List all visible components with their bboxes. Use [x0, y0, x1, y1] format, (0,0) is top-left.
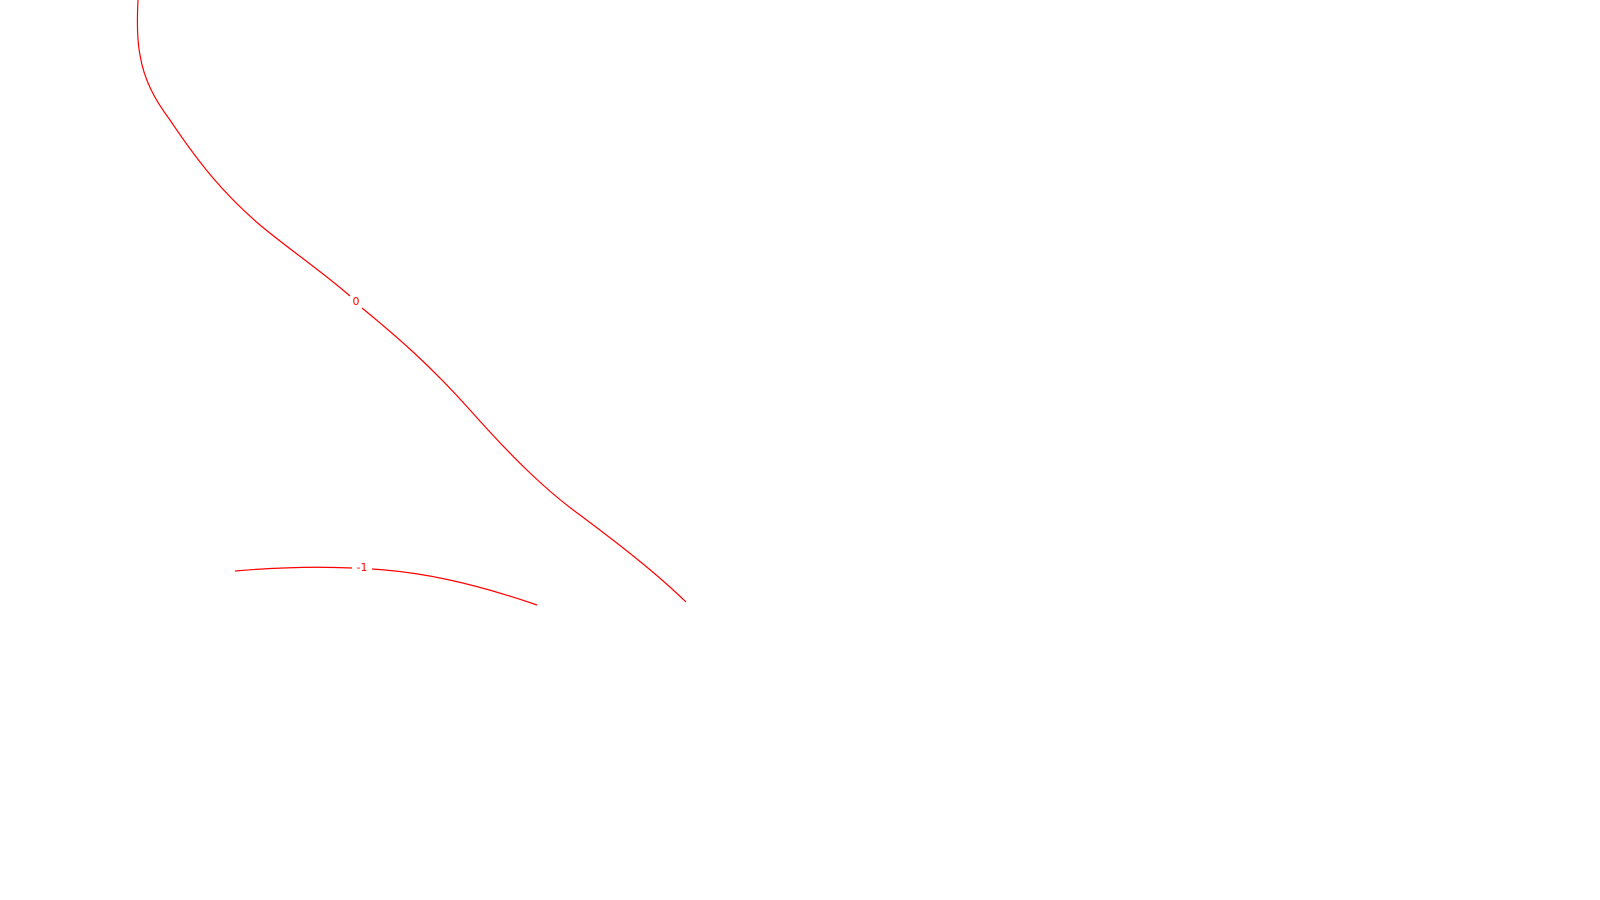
contour-label-neg1: -1 [357, 561, 368, 574]
contour-line-0 [136, 0, 687, 603]
contour-label-0: 0 [353, 295, 360, 308]
contour-line-neg1 [234, 566, 538, 606]
